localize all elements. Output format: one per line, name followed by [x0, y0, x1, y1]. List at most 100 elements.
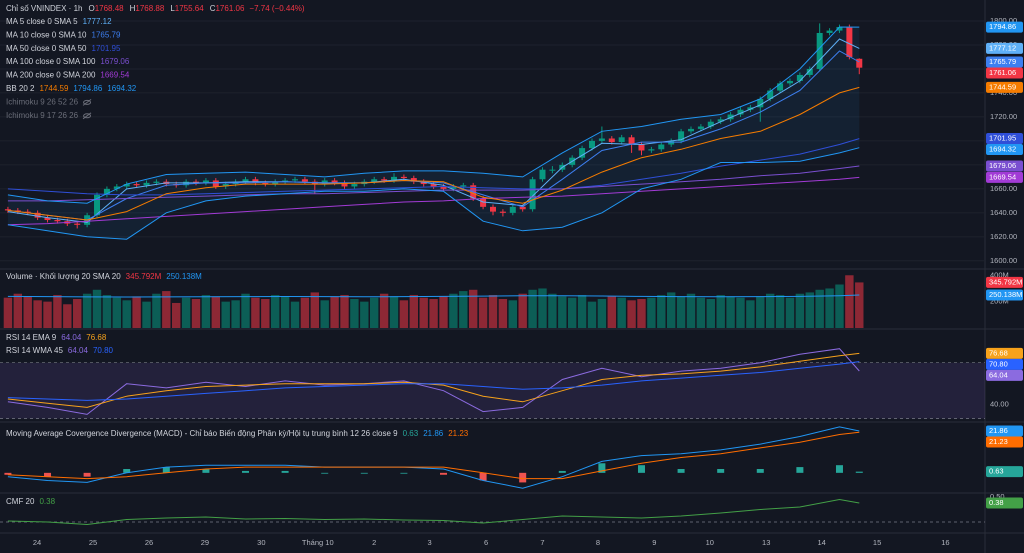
candle-body: [539, 169, 546, 180]
candle-body: [113, 186, 120, 189]
volume-bar: [63, 304, 72, 328]
price-tag: [986, 425, 1023, 437]
candle-body: [272, 181, 279, 185]
candle-body: [806, 68, 813, 75]
macd-histogram-bar: [439, 472, 447, 475]
macd-histogram-bar: [400, 472, 408, 474]
candle-body: [222, 184, 229, 187]
indicator-line: [7, 138, 860, 196]
legend-value: 1679.06: [100, 57, 129, 66]
x-tick-label: 3: [428, 538, 432, 547]
price-tag: [986, 56, 1023, 68]
x-tick-label: Tháng 10: [302, 538, 334, 547]
volume-bar: [518, 293, 527, 328]
macd-line: [7, 426, 860, 489]
x-tick-label: 9: [652, 538, 656, 547]
candle-body: [282, 180, 289, 182]
volume-bar: [736, 297, 745, 328]
candle-body: [202, 180, 209, 183]
price-tag: [986, 160, 1023, 172]
macd-histogram-bar: [281, 470, 289, 473]
volume-bar: [3, 297, 13, 328]
price-tag: [986, 436, 1023, 448]
volume-bar: [350, 299, 359, 328]
legend-entry: MA 5 close 0 SMA 5 1777.12: [6, 17, 112, 26]
candle-body: [450, 186, 457, 189]
candle-body: [94, 194, 101, 216]
volume-sma-line: [7, 294, 860, 298]
candle-body: [262, 182, 269, 185]
y-tick-label: 1660.00: [990, 184, 1017, 193]
legend-entry: Ichimoku 9 26 52 26: [6, 98, 79, 107]
candle-body: [598, 138, 605, 141]
candle-body: [193, 181, 200, 183]
volume-bar: [617, 297, 626, 328]
volume-bar: [379, 293, 389, 328]
macd-histogram-bar: [360, 472, 368, 474]
volume-bar: [73, 299, 82, 328]
indicator-line: [7, 165, 860, 202]
indicator-line: [7, 361, 860, 401]
volume-bar: [409, 295, 418, 328]
candle-body: [371, 179, 378, 182]
candle-body: [381, 179, 388, 181]
volume-bar: [577, 295, 587, 328]
price-tag-label: 0.38: [989, 498, 1004, 507]
volume-bar: [152, 293, 161, 328]
x-tick-label: 13: [762, 538, 770, 547]
volume-bar: [280, 296, 290, 328]
legend-value: 64.04: [61, 333, 82, 342]
legend-value: 1694.32: [107, 84, 136, 93]
volume-bar: [815, 289, 824, 328]
x-tick-label: 29: [201, 538, 209, 547]
price-tag-label: 345.792M: [989, 277, 1022, 286]
volume-bar: [706, 299, 715, 328]
candle-body: [707, 121, 714, 127]
volume-bar: [320, 300, 329, 328]
volume-bar: [82, 293, 92, 328]
macd-histogram-bar: [796, 467, 804, 473]
volume-bar: [191, 299, 201, 328]
indicator-line: [7, 26, 860, 204]
legend-entry: MA 50 close 0 SMA 50 1701.95: [6, 44, 121, 53]
price-tag: [986, 276, 1023, 288]
candle-body: [737, 109, 744, 115]
candle-body: [34, 212, 41, 218]
y-tick-label: 200M: [990, 297, 1009, 306]
candle-body: [460, 185, 467, 187]
indicator-line: [7, 352, 860, 408]
legend-entry: MA 10 close 0 SMA 10 1765.79: [6, 31, 121, 40]
macd-histogram-bar: [637, 465, 645, 473]
candle-body: [549, 169, 556, 171]
price-tag-label: 70.80: [989, 359, 1008, 368]
candle-body: [242, 179, 249, 182]
volume-bar: [538, 288, 547, 328]
volume-bar: [439, 296, 448, 328]
volume-bar: [666, 292, 676, 328]
macd-histogram-bar: [558, 470, 566, 473]
y-tick-label: 1800.00: [990, 16, 1017, 25]
volume-bar: [726, 296, 735, 328]
volume-bar: [310, 292, 320, 328]
macd-histogram-bar: [677, 469, 685, 473]
legend-value: 1765.79: [92, 31, 121, 40]
x-tick-label: 25: [89, 538, 97, 547]
volume-bar: [468, 289, 478, 328]
price-tag: [986, 144, 1023, 156]
price-tag-label: 76.68: [989, 348, 1008, 357]
legend-entry: BB 20 2 1744.59 1794.86 1694.32: [6, 84, 137, 93]
candle-body: [846, 26, 853, 57]
legend-entry: RSI 14 EMA 9 64.04 76.68: [6, 333, 107, 342]
macd-histogram-bar: [756, 469, 764, 473]
volume-bar: [478, 297, 488, 328]
volume-bar: [548, 293, 557, 328]
volume-bar: [795, 293, 805, 328]
legend-name: Ichimoku 9 26 52 26: [6, 98, 79, 107]
legend-entry: RSI 14 WMA 45 64.04 70.80: [6, 346, 114, 355]
macd-histogram-bar: [855, 471, 863, 473]
candle-body: [420, 181, 427, 185]
candle-body: [54, 220, 61, 222]
legend-value: 21.23: [448, 429, 469, 438]
price-tag-label: 1744.59: [989, 82, 1016, 91]
